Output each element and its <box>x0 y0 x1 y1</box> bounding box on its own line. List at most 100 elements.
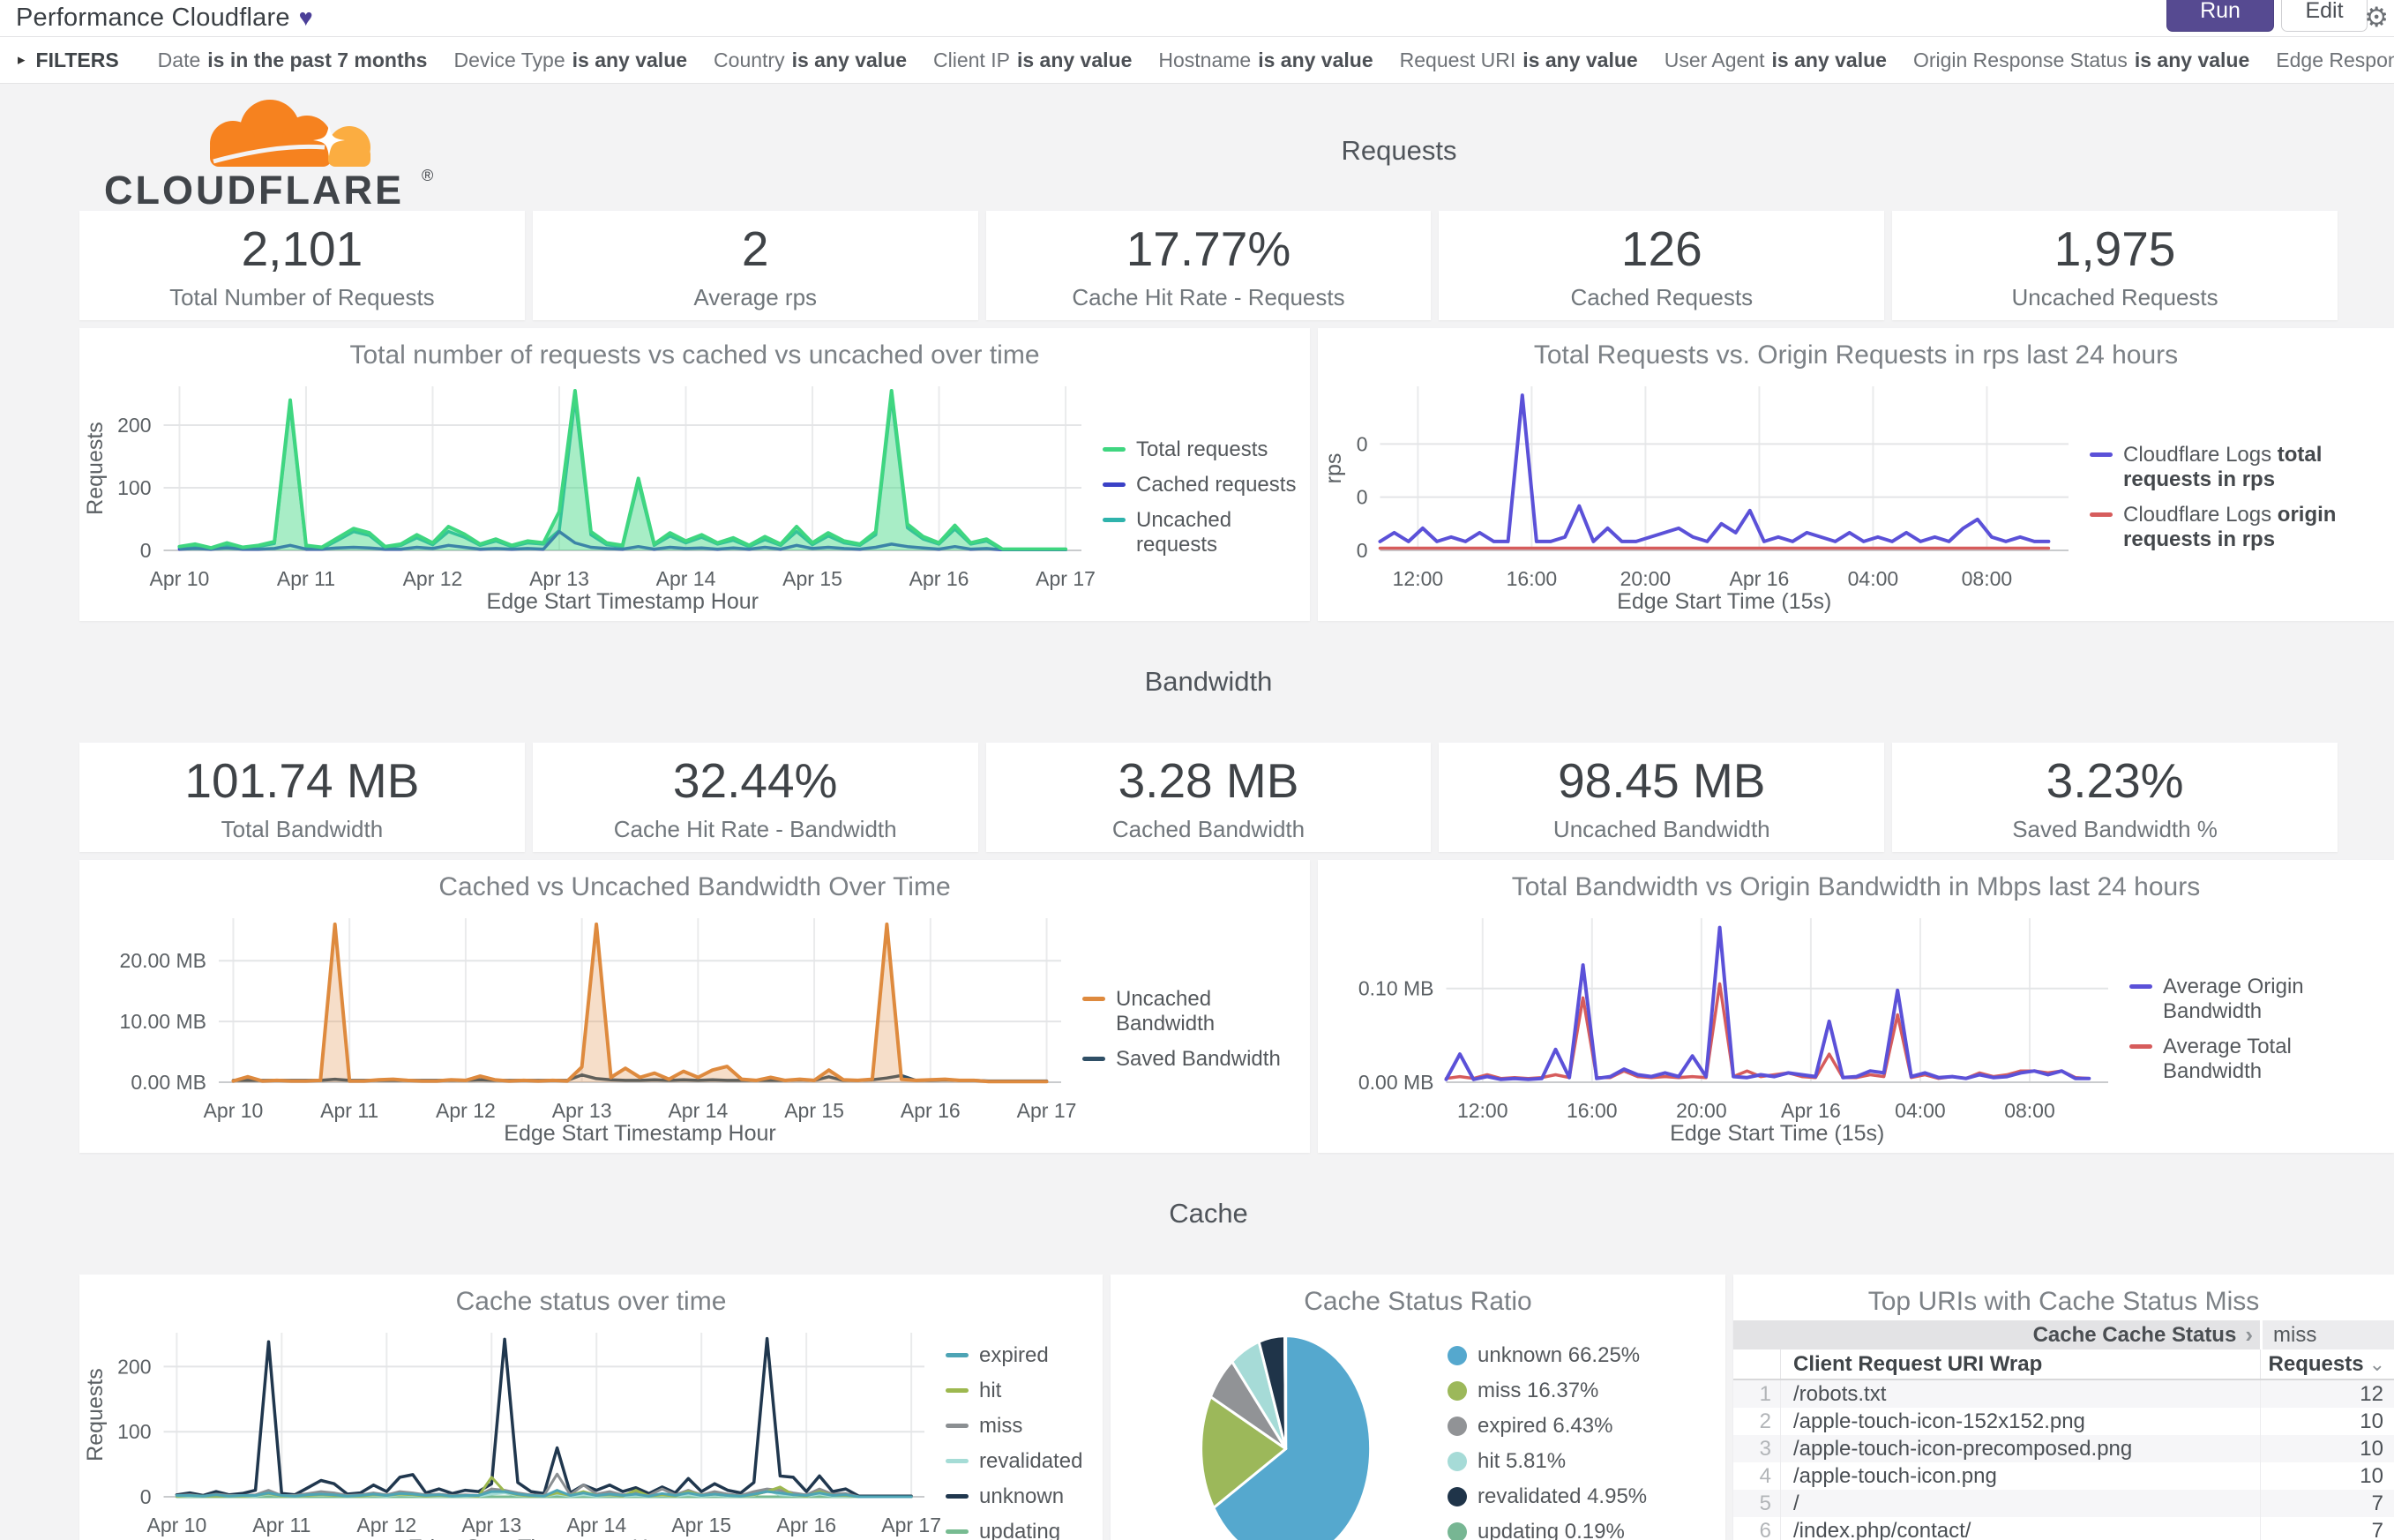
legend-item[interactable]: updating <box>946 1520 1094 1540</box>
svg-text:0.00 MB: 0.00 MB <box>1358 1071 1434 1094</box>
edit-button[interactable]: Edit <box>2281 0 2368 32</box>
legend-item[interactable]: unknown <box>946 1484 1094 1509</box>
svg-text:Apr 10: Apr 10 <box>146 1514 206 1536</box>
bandwidth-stats-row: 101.74 MB Total Bandwidth 32.44% Cache H… <box>79 743 2338 852</box>
row-uri[interactable]: /index.php/contact/ <box>1793 1518 1971 1540</box>
chart-title: Cache Status Ratio <box>1304 1287 1532 1316</box>
filters-expander[interactable]: ▸ FILTERS <box>18 49 119 72</box>
table-row[interactable]: 6 /index.php/contact/ 7 <box>1733 1517 2394 1540</box>
chart-title: Total Requests vs. Origin Requests in rp… <box>1533 340 2179 370</box>
column-header-uri[interactable]: Client Request URI Wrap <box>1793 1351 2043 1376</box>
row-uri[interactable]: /apple-touch-icon-precomposed.png <box>1793 1436 2133 1461</box>
legend-swatch-icon <box>1448 1487 1467 1506</box>
row-uri[interactable]: /robots.txt <box>1793 1381 1887 1406</box>
table-row[interactable]: 1 /robots.txt 12 <box>1733 1380 2394 1408</box>
legend-item[interactable]: revalidated 4.95% <box>1448 1484 1717 1509</box>
filter-item[interactable]: Client IP is any value <box>933 49 1132 72</box>
stat-value: 32.44% <box>672 752 838 808</box>
stat-tile[interactable]: 101.74 MB Total Bandwidth <box>79 743 525 852</box>
stat-tile[interactable]: 32.44% Cache Hit Rate - Bandwidth <box>532 743 978 852</box>
legend-item[interactable]: updating 0.19% <box>1448 1520 1717 1540</box>
series-total-requests <box>177 389 1068 551</box>
stat-tile[interactable]: 98.45 MB Uncached Bandwidth <box>1439 743 1885 852</box>
legend-item[interactable]: miss 16.37% <box>1448 1379 1717 1403</box>
stat-tile[interactable]: 2,101 Total Number of Requests <box>79 211 525 320</box>
filter-item[interactable]: Hostname is any value <box>1158 49 1373 72</box>
legend-item[interactable]: Cloudflare Logs total requests in rps <box>2090 443 2385 492</box>
row-requests: 12 <box>2260 1380 2394 1408</box>
table-row[interactable]: 5 / 7 <box>1733 1490 2394 1517</box>
settings-gear-icon[interactable]: ⚙ <box>2364 2 2389 33</box>
svg-text:04:00: 04:00 <box>1848 567 1899 590</box>
legend-item[interactable]: unknown 66.25% <box>1448 1343 1717 1368</box>
dashboard-content: CLOUDFLARE ® Requests 2,101 Total Number… <box>0 84 2394 1540</box>
run-button[interactable]: Run <box>2166 0 2274 32</box>
filter-item[interactable]: Origin Response Status is any value <box>1913 49 2249 72</box>
stat-tile[interactable]: 2 Average rps <box>532 211 978 320</box>
stat-tile[interactable]: 126 Cached Requests <box>1439 211 1885 320</box>
column-header-requests[interactable]: Requests ⌄ <box>2260 1349 2394 1379</box>
legend-item[interactable]: miss <box>946 1414 1094 1439</box>
row-requests: 7 <box>2260 1517 2394 1540</box>
series-cached-requests <box>177 529 1067 552</box>
filter-item[interactable]: Request URI is any value <box>1400 49 1638 72</box>
legend-item[interactable]: revalidated <box>946 1449 1094 1474</box>
row-number: 4 <box>1733 1462 1781 1490</box>
pivot-field[interactable]: Cache Cache Status › <box>1733 1321 2260 1349</box>
table-row[interactable]: 2 /apple-touch-icon-152x152.png 10 <box>1733 1408 2394 1435</box>
chart-plot[interactable]: 0.00 MB 0.10 MB 12:00 16:00 20:00 Apr 16 04:00… <box>1318 906 2129 1153</box>
legend-item[interactable]: Uncached requests <box>1103 508 1301 557</box>
chart-plot[interactable]: 0 100 200 Apr 10 Apr 11 Apr 12 Apr 13 Apr 14 Apr… <box>79 374 1103 621</box>
stat-value: 1,975 <box>2054 221 2176 276</box>
filters-bar: ▸ FILTERS Date is in the past 7 months D… <box>0 37 2394 84</box>
stat-tile[interactable]: 17.77% Cache Hit Rate - Requests <box>985 211 1432 320</box>
filter-item[interactable]: Date is in the past 7 months <box>158 49 428 72</box>
stat-tile[interactable]: 3.28 MB Cached Bandwidth <box>985 743 1432 852</box>
top-bar: Performance Cloudflare ♥ Run Edit ⚙ <box>0 0 2394 37</box>
table-row[interactable]: 4 /apple-touch-icon.png 10 <box>1733 1462 2394 1490</box>
legend-item[interactable]: Total requests <box>1103 437 1301 462</box>
stat-tile[interactable]: 3.23% Saved Bandwidth % <box>1892 743 2338 852</box>
legend-label: Average Total Bandwidth <box>2163 1035 2292 1083</box>
svg-text:Apr 16: Apr 16 <box>901 1099 961 1122</box>
legend-item[interactable]: Average Origin Bandwidth <box>2129 975 2385 1024</box>
filter-item[interactable]: User Agent is any value <box>1665 49 1887 72</box>
legend-item[interactable]: hit <box>946 1379 1094 1403</box>
series-average-total-bandwidth <box>1444 982 2091 1080</box>
filter-condition: is any value <box>1522 48 1638 71</box>
series-uncached-requests <box>177 395 1067 552</box>
row-uri[interactable]: / <box>1793 1491 1799 1515</box>
bandwidth-charts-row: Cached vs Uncached Bandwidth Over Time 0… <box>79 860 2394 1153</box>
svg-text:0.00 MB: 0.00 MB <box>131 1071 206 1094</box>
legend-item[interactable]: Uncached Bandwidth <box>1082 987 1301 1036</box>
chart-plot[interactable]: 0 0 0 12:00 16:00 20:00 Apr 16 04:00 08:00 Edge S… <box>1318 374 2090 621</box>
stat-tile[interactable]: 1,975 Uncached Requests <box>1892 211 2338 320</box>
svg-text:0: 0 <box>140 539 152 562</box>
chart-plot[interactable]: 0 100 200 Apr 10 Apr 11 Apr 12 Apr 13 Apr 14 Apr… <box>79 1320 946 1540</box>
chart-title: Total Bandwidth vs Origin Bandwidth in M… <box>1511 872 2201 901</box>
row-uri[interactable]: /apple-touch-icon.png <box>1793 1463 1997 1488</box>
svg-text:100: 100 <box>117 476 151 499</box>
legend-item[interactable]: Cloudflare Logs origin requests in rps <box>2090 503 2385 552</box>
svg-text:Edge Start Timestamp Hour: Edge Start Timestamp Hour <box>504 1121 775 1146</box>
legend-item[interactable]: Average Total Bandwidth <box>2129 1035 2385 1084</box>
svg-text:08:00: 08:00 <box>1962 567 2013 590</box>
cloudflare-cloud-icon <box>203 100 379 179</box>
legend-item[interactable]: Saved Bandwidth <box>1082 1047 1301 1072</box>
legend-item[interactable]: Cached requests <box>1103 473 1301 497</box>
stat-label: Cache Hit Rate - Bandwidth <box>613 815 897 842</box>
pivot-value: miss <box>2260 1320 2394 1349</box>
row-uri[interactable]: /apple-touch-icon-152x152.png <box>1793 1409 2085 1433</box>
filter-item[interactable]: Country is any value <box>714 49 907 72</box>
legend-item[interactable]: expired 6.43% <box>1448 1414 1717 1439</box>
legend-item[interactable]: expired <box>946 1343 1094 1368</box>
filter-item[interactable]: Device Type is any value <box>453 49 687 72</box>
filter-item[interactable]: Edge Response Status is any value <box>2276 49 2394 72</box>
table-row[interactable]: 3 /apple-touch-icon-precomposed.png 10 <box>1733 1435 2394 1462</box>
request-stats-row: 2,101 Total Number of Requests 2 Average… <box>79 211 2338 320</box>
chart-plot[interactable]: 0.00 MB 10.00 MB 20.00 MB Apr 10 Apr 11 Apr 1… <box>79 906 1082 1153</box>
pie-chart[interactable] <box>1111 1320 1448 1540</box>
stat-label: Cached Bandwidth <box>1111 815 1305 842</box>
legend-item[interactable]: hit 5.81% <box>1448 1449 1717 1474</box>
sort-caret-icon: ⌄ <box>2368 1352 2385 1375</box>
